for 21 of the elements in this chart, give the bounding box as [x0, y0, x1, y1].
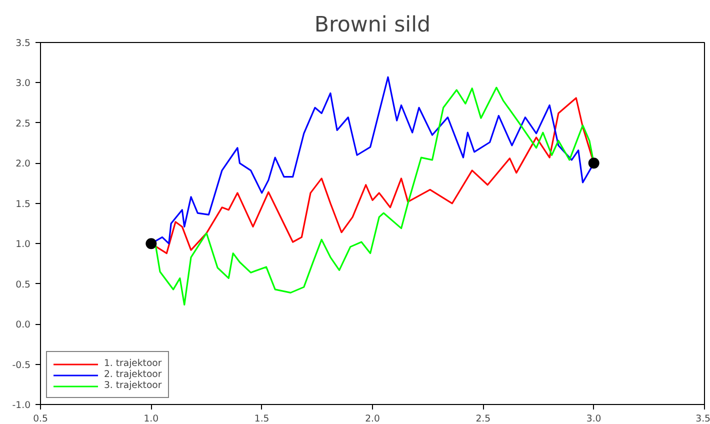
- x-tick-label: 2.0: [365, 414, 380, 424]
- x-tick-label: 2.5: [476, 414, 491, 424]
- legend-label: 2. trajektoor: [104, 369, 162, 380]
- x-tick-label: 1.0: [144, 414, 159, 424]
- y-tick-label: -1.0: [12, 400, 31, 411]
- y-tick-label: 3.0: [16, 78, 31, 90]
- chart-title: Browni sild: [314, 12, 431, 38]
- y-tick-label: 3.5: [16, 38, 31, 49]
- y-tick-label: 2.5: [16, 118, 31, 130]
- legend-label: 1. trajektoor: [104, 358, 162, 369]
- y-tick-label: 0.5: [16, 279, 31, 290]
- y-tick-label: 1.5: [16, 198, 31, 210]
- x-tick-label: 3.0: [586, 414, 602, 424]
- y-tick-label: 1.0: [16, 239, 31, 250]
- x-tick-label: 0.5: [33, 414, 48, 424]
- y-tick-label: 0.0: [16, 320, 31, 331]
- y-tick-label: 2.0: [16, 158, 31, 170]
- x-tick-label: 1.5: [254, 414, 270, 424]
- y-tick-label: -0.5: [12, 360, 31, 371]
- x-tick-label: 3.5: [696, 414, 710, 424]
- legend-label: 3. trajektoor: [104, 380, 162, 391]
